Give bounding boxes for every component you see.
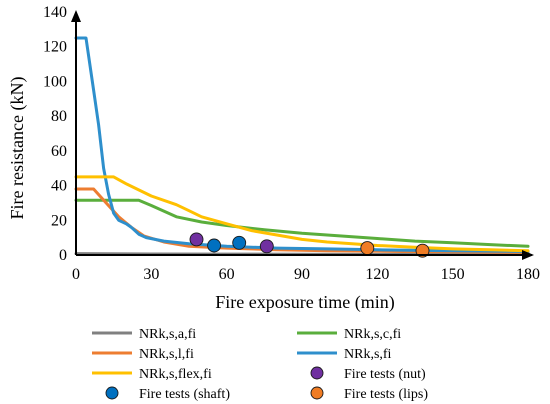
x-tick-label: 0 [72,266,80,283]
y-tick-label: 0 [59,247,67,264]
y-tick-label: 100 [43,73,67,90]
x-tick-label: 120 [365,266,389,283]
x-axis-title: Fire exposure time (min) [215,292,394,313]
y-tick-label: 60 [51,143,67,160]
y-tick-label: 80 [51,108,67,125]
x-tick-label: 90 [294,266,310,283]
y-tick-label: 20 [51,212,67,229]
fire-test-markers [189,232,430,258]
marker-3-point-1 [360,241,375,256]
x-tick-label: 150 [441,266,465,283]
legend-label: Fire tests (lips) [344,387,428,402]
legend-item: Fire tests (shaft) [105,386,230,402]
legend-item: Fire tests (nut) [310,366,426,382]
y-axis-arrow [71,10,81,22]
legend-label: NRk,s,fi [344,347,392,362]
marker-1-point-2 [259,239,274,254]
x-axis-arrow [522,250,534,260]
legend-label: NRk,s,a,fi [139,327,196,342]
legend-item: Fire tests (lips) [310,386,428,402]
legend-label: NRk,s,l,fi [139,347,194,362]
legend: NRk,s,a,fi NRk,s,c,fi NRk,s,l,fi NRk,s,fi NR… [92,327,428,402]
x-tick-label: 180 [516,266,540,283]
y-tick-label: 140 [43,4,67,21]
legend-label: NRk,s,c,fi [344,327,401,342]
legend-label: Fire tests (nut) [344,367,426,382]
legend-swatch [310,386,324,400]
legend-item: NRk,s,flex,fi [92,367,212,382]
axes: 0 30 60 90 120 150 180 0 20 40 60 80 100 120 140 [43,4,540,283]
legend-swatch [310,366,324,380]
legend-swatch [105,386,119,400]
marker-2-point-2 [232,235,247,250]
x-tick-label: 30 [143,266,159,283]
legend-item: NRk,s,fi [297,347,392,362]
x-tick-label: 60 [219,266,235,283]
legend-label: NRk,s,flex,fi [139,367,212,382]
y-tick-label: 120 [43,39,67,56]
y-tick-label: 40 [51,178,67,195]
series-line-5 [74,175,530,253]
series-lines [74,36,530,256]
series-line-2 [74,198,530,248]
marker-2-point-1 [207,238,222,253]
marker-3-point-2 [415,243,430,258]
legend-item: NRk,s,c,fi [297,327,401,342]
legend-label: Fire tests (shaft) [139,387,230,402]
legend-item: NRk,s,l,fi [92,347,194,362]
legend-item: NRk,s,a,fi [92,327,196,342]
y-axis-title: Fire resistance (kN) [7,77,28,220]
series-line-4 [74,36,530,253]
marker-1-point-1 [189,232,204,247]
